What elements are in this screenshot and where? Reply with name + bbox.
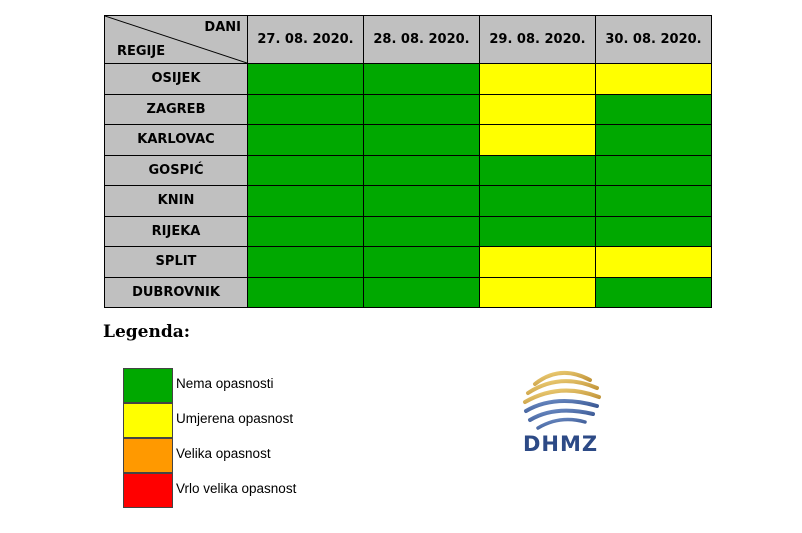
date-header: 30. 08. 2020. bbox=[595, 15, 712, 64]
danger-level-cell bbox=[363, 185, 480, 217]
date-header: 28. 08. 2020. bbox=[363, 15, 480, 64]
region-name: RIJEKA bbox=[104, 215, 248, 247]
region-name: KNIN bbox=[104, 185, 248, 217]
legend-label: Velika opasnost bbox=[176, 446, 271, 461]
danger-level-cell bbox=[363, 215, 480, 247]
danger-level-cell bbox=[247, 63, 364, 95]
logo-text: DHMZ bbox=[523, 432, 599, 456]
danger-level-cell bbox=[363, 276, 480, 308]
danger-level-cell bbox=[479, 124, 596, 156]
danger-level-cell bbox=[363, 63, 480, 95]
region-name: SPLIT bbox=[104, 246, 248, 278]
danger-level-cell bbox=[247, 185, 364, 217]
legend-label: Nema opasnosti bbox=[176, 376, 274, 391]
date-header: 29. 08. 2020. bbox=[479, 15, 596, 64]
dhmz-logo-icon bbox=[523, 371, 601, 430]
danger-level-cell bbox=[595, 215, 712, 247]
table-body: OSIJEK ZAGREB KARLOVAC GOSPIĆ KNIN RIJEKA SPLI… bbox=[104, 63, 712, 308]
region-name: OSIJEK bbox=[104, 63, 248, 95]
danger-level-cell bbox=[479, 154, 596, 186]
table-row: ZAGREB bbox=[104, 93, 712, 125]
region-name: DUBROVNIK bbox=[104, 276, 248, 308]
danger-level-cell bbox=[595, 185, 712, 217]
legend-swatch bbox=[123, 403, 173, 438]
table-row: KARLOVAC bbox=[104, 124, 712, 156]
danger-level-cell bbox=[247, 215, 364, 247]
danger-level-cell bbox=[595, 276, 712, 308]
danger-level-cell bbox=[595, 63, 712, 95]
danger-level-cell bbox=[363, 93, 480, 125]
danger-level-cell bbox=[595, 154, 712, 186]
header-row: DANI REGIJE 27. 08. 2020. 28. 08. 2020. … bbox=[104, 15, 712, 64]
fire-danger-table: DANI REGIJE 27. 08. 2020. 28. 08. 2020. … bbox=[104, 15, 712, 308]
legend-label: Vrlo velika opasnost bbox=[176, 481, 297, 496]
table-row: SPLIT bbox=[104, 246, 712, 278]
danger-level-cell bbox=[247, 246, 364, 278]
danger-level-cell bbox=[363, 246, 480, 278]
danger-level-cell bbox=[363, 154, 480, 186]
danger-level-cell bbox=[479, 276, 596, 308]
danger-level-cell bbox=[247, 93, 364, 125]
legend-swatch bbox=[123, 473, 173, 508]
legend-label: Umjerena opasnost bbox=[176, 411, 294, 426]
danger-level-cell bbox=[595, 93, 712, 125]
table-row: RIJEKA bbox=[104, 215, 712, 247]
danger-level-cell bbox=[479, 246, 596, 278]
danger-level-cell bbox=[479, 215, 596, 247]
table-row: KNIN bbox=[104, 185, 712, 217]
date-header: 27. 08. 2020. bbox=[247, 15, 364, 64]
danger-level-cell bbox=[363, 124, 480, 156]
diagonal-divider bbox=[105, 16, 247, 63]
danger-level-cell bbox=[479, 93, 596, 125]
corner-header-cell: DANI REGIJE bbox=[104, 15, 248, 64]
danger-level-cell bbox=[247, 154, 364, 186]
table-row: DUBROVNIK bbox=[104, 276, 712, 308]
region-name: KARLOVAC bbox=[104, 124, 248, 156]
danger-level-cell bbox=[247, 124, 364, 156]
legend-swatch bbox=[123, 438, 173, 473]
danger-level-cell bbox=[247, 276, 364, 308]
danger-level-cell bbox=[479, 185, 596, 217]
regions-header-label: REGIJE bbox=[117, 44, 166, 59]
table-row: GOSPIĆ bbox=[104, 154, 712, 186]
legend-swatch bbox=[123, 368, 173, 403]
region-name: ZAGREB bbox=[104, 93, 248, 125]
legend-title: Legenda: bbox=[103, 322, 191, 342]
danger-level-cell bbox=[595, 246, 712, 278]
days-header-label: DANI bbox=[204, 20, 241, 35]
danger-level-cell bbox=[595, 124, 712, 156]
table-row: OSIJEK bbox=[104, 63, 712, 95]
region-name: GOSPIĆ bbox=[104, 154, 248, 186]
danger-level-cell bbox=[479, 63, 596, 95]
